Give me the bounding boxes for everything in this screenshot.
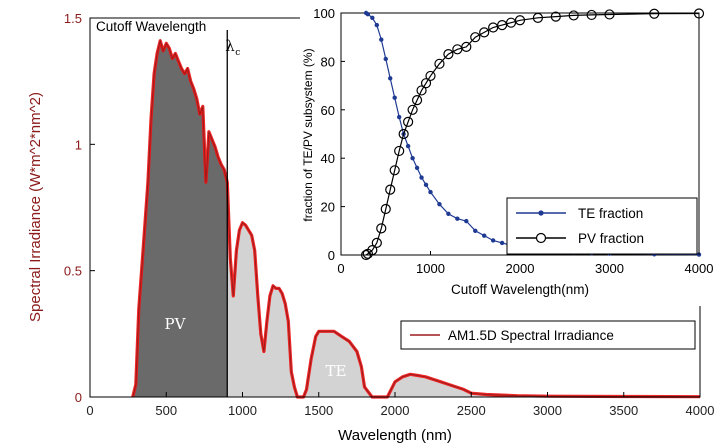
te-fraction-point — [423, 182, 429, 188]
pv-fraction-point — [389, 165, 400, 176]
inset-x-tick-label: 2000 — [506, 261, 535, 276]
legend-box — [400, 320, 696, 350]
inset-background — [300, 4, 710, 306]
te-fraction-point — [414, 165, 420, 171]
pv-fraction-point — [376, 223, 387, 234]
x-tick-label: 500 — [155, 403, 177, 418]
inset-fraction-chart: 0 1000 2000 3000 4000 0 20 40 60 80 100 Cutoff Wave… — [300, 4, 713, 306]
x-tick-label: 3500 — [609, 403, 638, 418]
pv-fraction-point — [380, 203, 391, 215]
inset-series-line — [365, 12, 700, 256]
inset-x-tick-label: 4000 — [685, 261, 714, 276]
pv-fraction-point — [568, 10, 579, 21]
te-fraction-point — [379, 37, 384, 42]
inset-y-tick-label: 20 — [321, 200, 335, 215]
x-tick-label: 2000 — [381, 403, 410, 418]
x-tick-label: 2500 — [457, 403, 486, 418]
y-tick-label: 0 — [75, 390, 82, 405]
cutoff-symbol: λ — [225, 37, 235, 55]
y-tick-label: 0.5 — [64, 264, 82, 279]
te-fraction-point — [410, 156, 415, 161]
legend-pv-swatch-marker — [535, 232, 547, 244]
inset-y-tick-label: 80 — [321, 54, 335, 69]
y-axis-label: Spectral Irradiance (W*m^2*nm^2) — [27, 92, 44, 322]
te-fraction-point — [428, 189, 433, 195]
inset-x-tick-label: 0 — [337, 261, 344, 276]
inset-x-tick-label: 1000 — [416, 261, 445, 276]
pv-fraction-point — [367, 245, 378, 256]
te-region-area — [227, 182, 701, 397]
pv-fraction-point — [693, 8, 705, 19]
te-fraction-point — [437, 201, 442, 207]
pv-fraction-point — [461, 41, 472, 52]
pv-fraction-point — [394, 145, 405, 157]
inset-y-tick-label: 60 — [321, 103, 335, 118]
pv-fraction-point — [514, 15, 526, 26]
inset-y-axis-label: fraction of TE/PV subsystem (%) — [301, 48, 315, 221]
te-fraction-point — [499, 240, 505, 246]
te-fraction-point — [388, 76, 393, 81]
pv-fraction-point — [470, 32, 481, 43]
te-fraction-point — [392, 95, 397, 100]
cutoff-subscript: c — [235, 48, 240, 58]
pv-fraction-point — [360, 249, 372, 261]
inset-y-tick-label: 0 — [328, 248, 335, 263]
legend-pv-label: PV fraction — [578, 231, 644, 246]
pv-fraction-point — [434, 58, 445, 69]
te-fraction-point — [464, 218, 469, 224]
te-fraction-point — [374, 22, 379, 28]
region-label-te: TE — [326, 362, 347, 380]
pv-fraction-point — [532, 12, 544, 23]
te-fraction-point — [473, 228, 478, 233]
region-label-pv: PV — [165, 315, 187, 333]
te-fraction-point — [383, 56, 388, 62]
pv-fraction-point — [407, 104, 418, 115]
pv-fraction-point — [403, 116, 414, 128]
pv-fraction-point — [586, 9, 597, 21]
te-fraction-point — [405, 143, 411, 149]
te-fraction-point — [482, 233, 487, 238]
spectrum-line — [132, 38, 701, 398]
pv-fraction-point — [416, 85, 427, 96]
legend-te-label: TE fraction — [578, 206, 643, 221]
te-fraction-point — [365, 12, 371, 17]
pv-fraction-point — [411, 95, 423, 106]
te-fraction-point — [370, 15, 375, 21]
x-axis-label: Wavelength (nm) — [338, 427, 452, 444]
cutoff-title: Cutoff Wavelength — [96, 19, 206, 34]
inset-legend-box — [506, 197, 698, 255]
legend-te-swatch-marker — [538, 210, 544, 216]
te-fraction-point — [455, 216, 460, 221]
te-fraction-point — [419, 175, 424, 180]
pv-fraction-point — [385, 184, 396, 195]
pv-fraction-point — [550, 11, 561, 22]
inset-x-tick-label: 3000 — [595, 261, 624, 276]
pv-fraction-point — [425, 70, 436, 82]
x-tick-label: 1000 — [228, 403, 257, 418]
inset-y-tick-label: 100 — [313, 6, 335, 21]
pv-fraction-point — [398, 128, 409, 140]
x-tick-label: 4000 — [686, 403, 715, 418]
pv-fraction-point — [371, 237, 382, 248]
legend-label: AM1.5D Spectral Irradiance — [448, 328, 614, 343]
pv-fraction-point — [479, 27, 490, 38]
x-tick-label: 1500 — [304, 403, 333, 418]
inset-x-axis-label: Cutoff Wavelength(nm) — [451, 282, 589, 297]
te-fraction-point — [396, 114, 402, 120]
inset-y-tick-label: 40 — [321, 151, 335, 166]
y-tick-label: 1.5 — [64, 11, 82, 26]
x-tick-label: 3000 — [533, 403, 562, 418]
x-tick-label: 0 — [86, 403, 93, 418]
pv-fraction-point — [443, 49, 454, 60]
y-tick-label: 1 — [75, 137, 82, 152]
pv-fraction-point — [649, 8, 660, 19]
te-fraction-point — [446, 211, 451, 217]
te-fraction-point — [490, 238, 496, 243]
pv-fraction-point — [604, 9, 615, 20]
pv-fraction-point — [420, 78, 432, 89]
